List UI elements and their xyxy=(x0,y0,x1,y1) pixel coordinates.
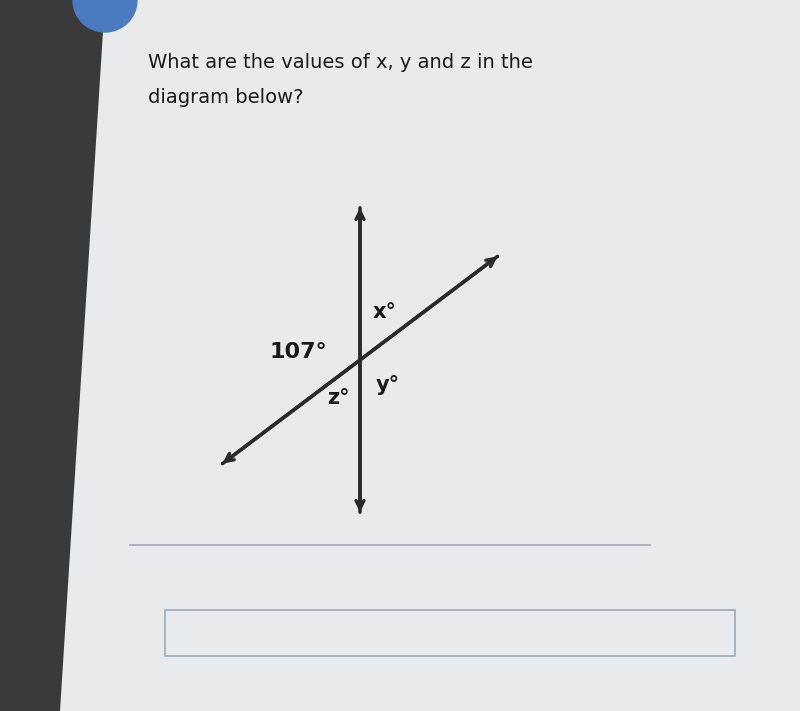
Text: y°: y° xyxy=(376,375,400,395)
FancyBboxPatch shape xyxy=(165,610,735,656)
Text: What are the values of x, y and z in the: What are the values of x, y and z in the xyxy=(148,53,533,72)
Text: 107°: 107° xyxy=(269,342,327,362)
Text: diagram below?: diagram below? xyxy=(148,88,303,107)
Polygon shape xyxy=(0,0,105,711)
Text: x°: x° xyxy=(373,302,397,322)
Circle shape xyxy=(73,0,137,32)
Text: z°: z° xyxy=(326,388,350,408)
